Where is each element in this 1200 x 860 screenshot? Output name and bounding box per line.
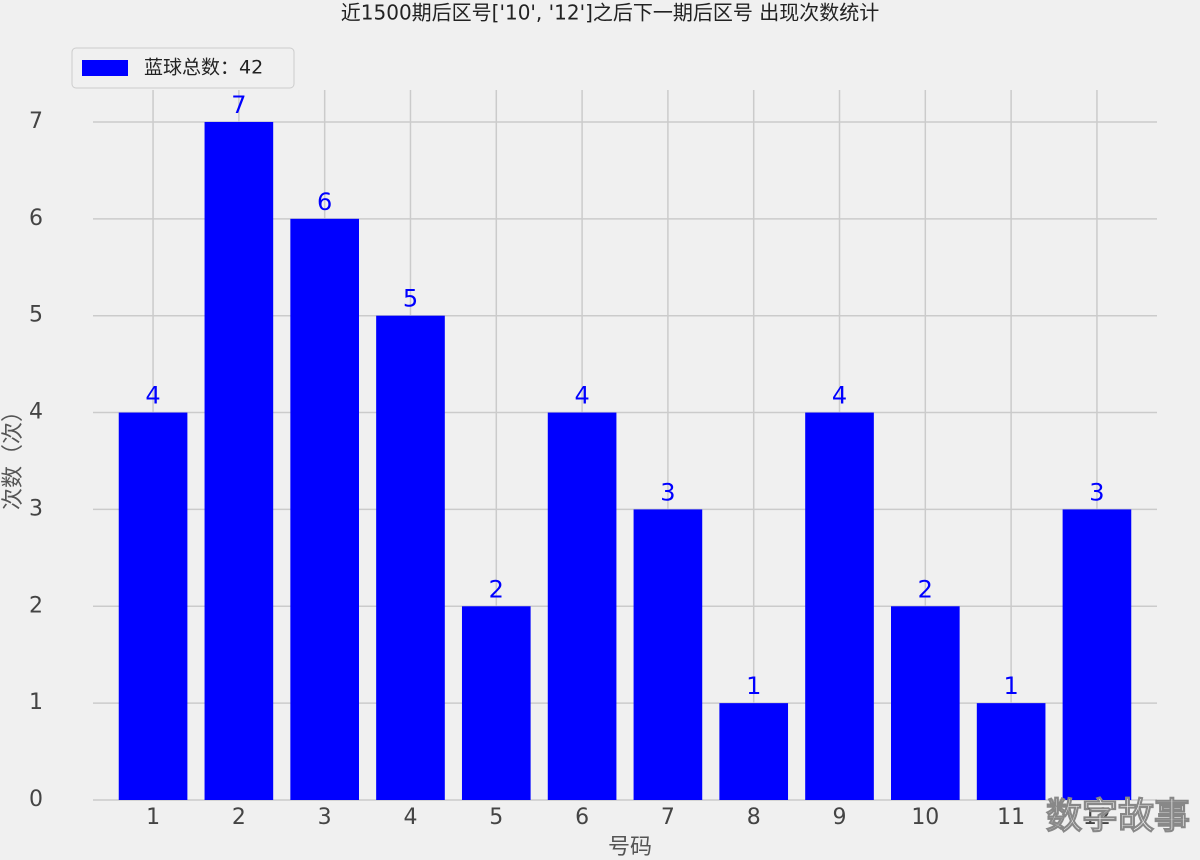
- legend-box: [71, 47, 295, 89]
- legend-swatch: [82, 60, 128, 76]
- bar: [290, 218, 359, 801]
- bar: [461, 606, 531, 800]
- x-tick-label: 10: [911, 805, 939, 830]
- x-tick-label: 11: [997, 805, 1025, 830]
- chart-title: 近1500期后区号['10', '12']之后下一期后区号 出现次数统计: [341, 1, 879, 25]
- legend-label: 蓝球总数：42: [144, 57, 263, 79]
- x-axis-label: 号码: [608, 835, 652, 860]
- data-label: 3: [1089, 478, 1104, 506]
- data-label: 1: [1003, 672, 1018, 700]
- x-tick-label: 3: [318, 805, 332, 830]
- y-tick-label: 1: [29, 690, 43, 715]
- x-tick-label: 4: [403, 805, 417, 830]
- x-tick-label: 2: [232, 805, 246, 830]
- y-tick-label: 0: [29, 787, 43, 812]
- x-tick-label: 6: [575, 805, 589, 830]
- x-tick-label: 5: [489, 805, 503, 830]
- data-label: 2: [489, 575, 504, 603]
- y-tick-label: 3: [29, 496, 43, 521]
- x-tick-label: 8: [747, 805, 761, 830]
- data-label: 4: [145, 382, 160, 410]
- bar: [976, 703, 1046, 800]
- y-axis-label: 次数（次）: [1, 400, 26, 510]
- data-label: 4: [574, 382, 589, 410]
- bar: [118, 412, 188, 800]
- bar: [547, 412, 617, 800]
- bar: [805, 412, 874, 800]
- bar: [376, 315, 445, 800]
- x-tick-label: 1: [146, 805, 160, 830]
- y-tick-label: 6: [29, 206, 43, 231]
- data-label: 4: [832, 382, 847, 410]
- y-tick-label: 2: [29, 593, 43, 618]
- y-tick-label: 5: [29, 303, 43, 328]
- bar: [891, 606, 960, 800]
- x-tick-label: 7: [661, 805, 675, 830]
- data-label: 1: [746, 672, 761, 700]
- data-label: 3: [660, 478, 675, 506]
- watermark: 数字故事: [1046, 796, 1190, 837]
- x-tick-label: 12: [1083, 805, 1111, 830]
- bar: [633, 509, 703, 800]
- data-label: 7: [231, 91, 246, 119]
- y-tick-label: 7: [29, 109, 43, 134]
- data-label: 6: [317, 188, 332, 216]
- bar: [719, 703, 789, 800]
- x-tick-label: 9: [833, 805, 847, 830]
- y-tick-label: 4: [29, 400, 43, 425]
- data-label: 2: [918, 575, 933, 603]
- bar: [1062, 509, 1132, 800]
- bar: [204, 121, 274, 800]
- data-label: 5: [403, 285, 418, 313]
